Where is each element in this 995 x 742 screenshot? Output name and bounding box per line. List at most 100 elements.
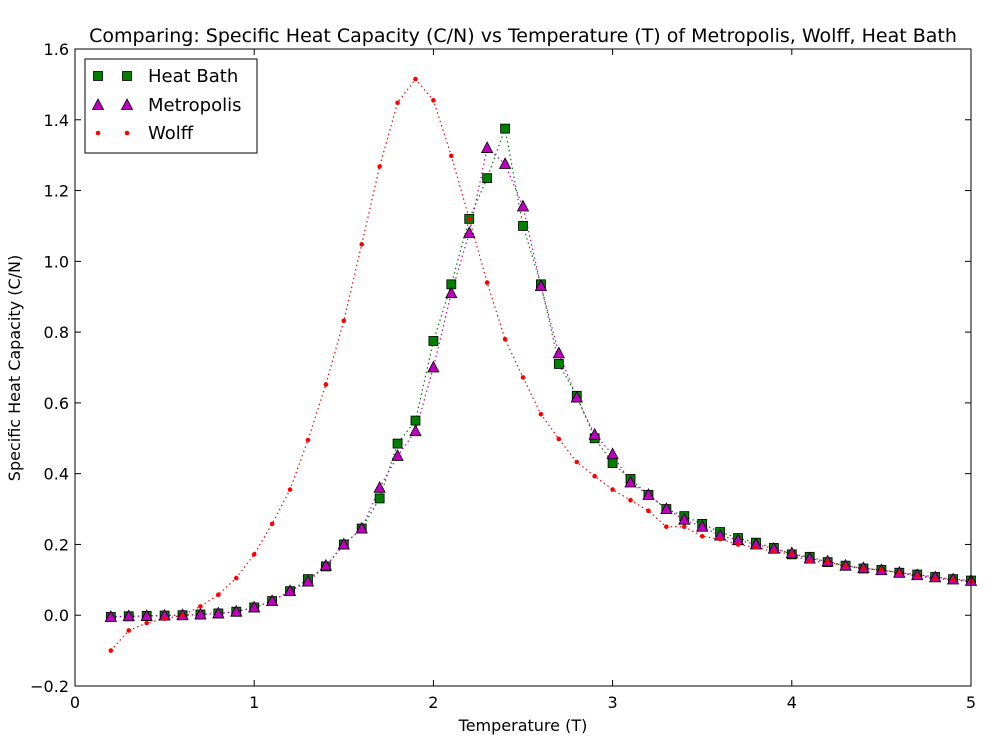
y-tick-label: 0.0 (44, 606, 69, 625)
data-point-wolff (198, 604, 203, 609)
data-point-wolff (879, 567, 884, 573)
y-tick-label: 0.2 (44, 535, 69, 554)
data-point-wolff (538, 411, 544, 417)
data-point-metropolis (498, 157, 512, 169)
data-point-metropolis (516, 199, 530, 212)
y-tick-label: 1.4 (44, 111, 69, 130)
data-point-wolff (377, 164, 382, 169)
data-point-wolff (287, 487, 293, 492)
data-point-wolff (251, 552, 257, 557)
data-point-wolff (395, 100, 400, 106)
data-point-heat-bath (374, 493, 385, 504)
data-point-wolff (502, 336, 508, 342)
data-point-heat-bath (482, 173, 493, 184)
data-point-heat-bath (410, 415, 421, 426)
y-tick-label: 1.2 (44, 182, 69, 201)
data-point-metropolis (463, 226, 476, 238)
data-point-metropolis (301, 574, 315, 587)
data-point-metropolis (391, 449, 404, 461)
data-point-wolff (126, 628, 132, 633)
data-point-heat-bath (428, 336, 439, 346)
data-point-wolff (843, 564, 848, 569)
y-tick-label: 1.6 (44, 40, 69, 59)
data-point-heat-bath (392, 438, 403, 449)
data-point-wolff (789, 552, 795, 557)
data-point-wolff (484, 280, 490, 285)
legend: Heat Bath Metropolis Wolff (84, 58, 258, 154)
data-point-metropolis (445, 286, 458, 299)
data-point-wolff (162, 616, 167, 622)
legend-label-wolff: Wolff (148, 123, 194, 144)
y-tick-label: 0.6 (44, 394, 69, 413)
data-point-metropolis (606, 447, 619, 460)
data-point-wolff (610, 487, 615, 492)
legend-marker-heat-bath (93, 71, 103, 81)
x-tick-label: 1 (249, 693, 259, 712)
data-point-metropolis (534, 279, 548, 292)
data-point-metropolis (427, 360, 440, 373)
data-point-wolff (323, 382, 329, 387)
legend-marker-metropolis (91, 98, 105, 110)
legend-marker-metropolis (120, 98, 134, 110)
y-tick-label: −0.2 (30, 677, 69, 696)
data-point-metropolis (480, 141, 494, 153)
data-point-metropolis (552, 346, 566, 359)
data-point-metropolis (265, 594, 279, 606)
data-point-wolff (825, 559, 830, 565)
data-point-wolff (664, 524, 669, 530)
data-point-wolff (717, 536, 723, 542)
data-point-wolff (771, 549, 777, 554)
y-tick-label: 0.8 (44, 323, 69, 342)
data-point-wolff (305, 437, 311, 443)
data-point-metropolis (696, 519, 709, 532)
data-point-heat-bath (500, 123, 510, 134)
data-point-metropolis (355, 521, 368, 534)
data-point-metropolis (570, 390, 583, 403)
axis-ticks: 0 1 2 3 4 5 −0.2 0.0 0.2 0.4 0.6 0.8 1.0 1.2 1.4 1.6 (30, 40, 976, 712)
data-point-metropolis (624, 475, 637, 488)
data-point-wolff (932, 576, 938, 582)
data-point-wolff (466, 216, 472, 222)
data-point-metropolis (678, 512, 691, 525)
data-point-wolff (574, 459, 580, 465)
data-point-metropolis (212, 606, 225, 619)
data-point-wolff (144, 620, 149, 626)
data-point-wolff (341, 318, 347, 324)
legend-label-heat-bath: Heat Bath (148, 66, 238, 87)
data-point-wolff (449, 153, 454, 159)
data-point-wolff (216, 592, 221, 597)
x-tick-label: 0 (70, 693, 80, 712)
data-point-metropolis (104, 610, 118, 622)
data-point-wolff (681, 524, 687, 530)
legend-marker-wolff (124, 130, 130, 136)
chart-title: Comparing: Specific Heat Capacity (C/N) … (89, 25, 957, 47)
data-point-metropolis (642, 488, 655, 500)
data-point-wolff (180, 612, 185, 618)
data-point-heat-bath (553, 359, 564, 369)
data-point-wolff (592, 473, 597, 479)
data-point-wolff (431, 98, 436, 103)
legend-label-metropolis: Metropolis (148, 95, 242, 116)
data-point-wolff (359, 242, 365, 247)
x-tick-label: 5 (966, 693, 976, 712)
legend-markers (91, 71, 134, 136)
data-point-wolff (897, 570, 902, 576)
y-tick-label: 0.4 (44, 465, 69, 484)
data-point-metropolis (122, 609, 135, 622)
plot-frame (74, 48, 972, 687)
data-point-wolff (233, 575, 239, 581)
data-point-wolff (753, 544, 759, 550)
series-markers-metropolis (104, 141, 978, 622)
data-point-metropolis (588, 427, 601, 440)
data-point-metropolis (230, 604, 243, 617)
data-point-heat-bath (607, 458, 618, 468)
data-point-metropolis (409, 424, 422, 437)
x-tick-label: 2 (428, 693, 438, 712)
series-markers-wolff (108, 76, 974, 653)
data-point-wolff (914, 573, 920, 579)
data-point-metropolis (140, 609, 153, 621)
data-point-metropolis (283, 584, 297, 597)
data-point-heat-bath (518, 221, 528, 231)
data-point-wolff (950, 577, 956, 583)
